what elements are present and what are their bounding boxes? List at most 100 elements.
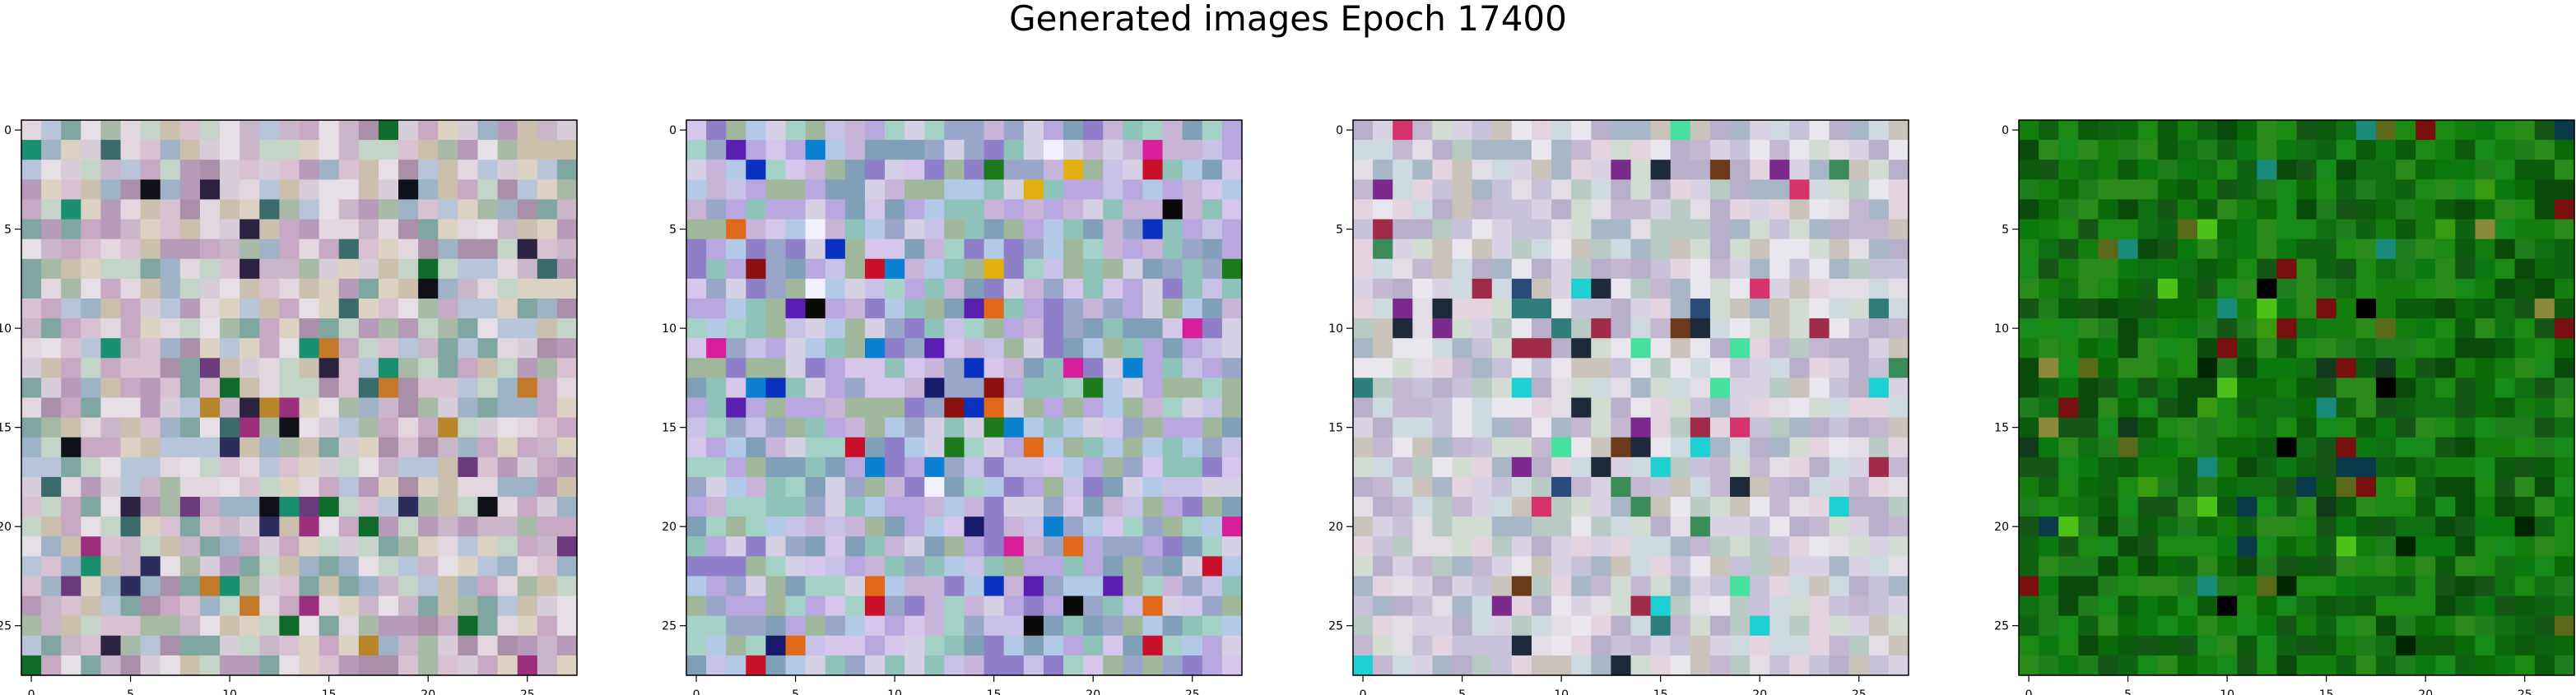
pixel-cell [2177,417,2198,438]
pixel-cell [746,378,767,399]
pixel-cell [2157,595,2178,617]
pixel-cell [438,338,458,359]
pixel-cell [1789,120,1811,141]
pixel-cell [2257,595,2277,617]
pixel-cell [517,635,538,656]
pixel-cell [825,179,846,201]
pixel-cell [1571,595,1592,617]
pixel-cell [1162,456,1183,478]
pixel-cell [1123,556,1144,577]
pixel-cell [179,298,201,319]
pixel-cell [1571,338,1592,359]
pixel-cell [2534,199,2555,220]
pixel-cell [1571,219,1592,240]
pixel-cell [2296,199,2318,220]
pixel-cell [61,456,81,478]
pixel-cell [1432,358,1453,378]
pixel-cell [2396,456,2416,478]
pixel-cell [1789,456,1811,478]
pixel-cell [2336,536,2357,557]
pixel-cell [458,517,479,537]
pixel-cell [199,298,221,319]
pixel-cell [1709,338,1731,359]
pixel-cell [1412,397,1434,419]
pixel-cell [1393,378,1413,399]
pixel-cell [2554,635,2575,656]
pixel-cell [1472,655,1493,676]
pixel-cell [477,437,499,458]
pixel-cell [2375,456,2397,478]
pixel-cell [199,556,221,577]
pixel-cell [220,160,240,180]
pixel-cell [1491,476,1513,498]
pixel-cell [1591,120,1611,141]
pixel-cell [497,476,518,498]
pixel-cell [319,120,340,141]
pixel-cell [1083,338,1104,359]
pixel-cell [1848,615,1870,637]
pixel-cell [1809,160,1830,180]
pixel-cell [944,239,965,260]
pixel-cell [458,298,479,319]
pixel-cell [319,179,340,201]
pixel-cell [81,258,102,280]
pixel-cell [1511,140,1532,160]
pixel-cell [438,517,458,537]
pixel-cell [120,318,142,339]
pixel-cell [2177,615,2198,637]
pixel-cell [944,417,965,438]
pixel-cell [2157,120,2178,141]
pixel-cell [41,437,62,458]
pixel-cell [1202,338,1223,359]
pixel-cell [358,476,379,498]
pixel-cell [1103,517,1123,537]
pixel-cell [1023,595,1044,617]
pixel-cell [1432,536,1453,557]
pixel-cell [438,397,458,419]
pixel-cell [686,378,707,399]
pixel-cell [2157,219,2178,240]
pixel-cell [844,179,866,201]
pixel-cell [1630,595,1652,617]
pixel-cell [358,576,379,597]
pixel-cell [1690,120,1711,141]
pixel-cell [1472,179,1493,201]
pixel-cell [1182,576,1203,597]
pixel-cell [904,576,925,597]
pixel-cell [1551,318,1572,339]
pixel-cell [81,536,102,557]
pixel-cell [1182,199,1203,220]
pixel-cell [785,417,807,438]
pixel-cell [785,258,807,280]
pixel-cell [2375,278,2397,299]
pixel-cell [805,219,826,240]
pixel-cell [2157,517,2178,537]
pixel-cell [1353,595,1374,617]
pixel-cell [765,179,787,201]
pixel-cell [1123,417,1144,438]
pixel-cell [21,417,42,438]
pixel-cell [1868,417,1890,438]
pixel-cell [1182,258,1203,280]
pixel-cell [1023,456,1044,478]
pixel-cell [1373,338,1393,359]
pixel-cell [944,298,965,319]
pixel-cell [2177,556,2198,577]
pixel-cell [1432,497,1453,517]
pixel-cell [2276,576,2298,597]
pixel-cell [2237,655,2257,676]
pixel-cell [1491,576,1513,597]
pixel-cell [686,219,707,240]
pixel-cell [1452,497,1473,517]
pixel-cell [2137,298,2159,319]
pixel-cell [2098,497,2119,517]
pixel-cell [458,160,479,180]
pixel-cell [2118,595,2139,617]
pixel-cell [1670,536,1691,557]
pixel-cell [2098,615,2119,637]
pixel-cell [1730,338,1751,359]
pixel-cell [2019,258,2039,280]
pixel-cell [1750,595,1770,617]
pixel-cell [239,318,260,339]
pixel-cell [785,338,807,359]
